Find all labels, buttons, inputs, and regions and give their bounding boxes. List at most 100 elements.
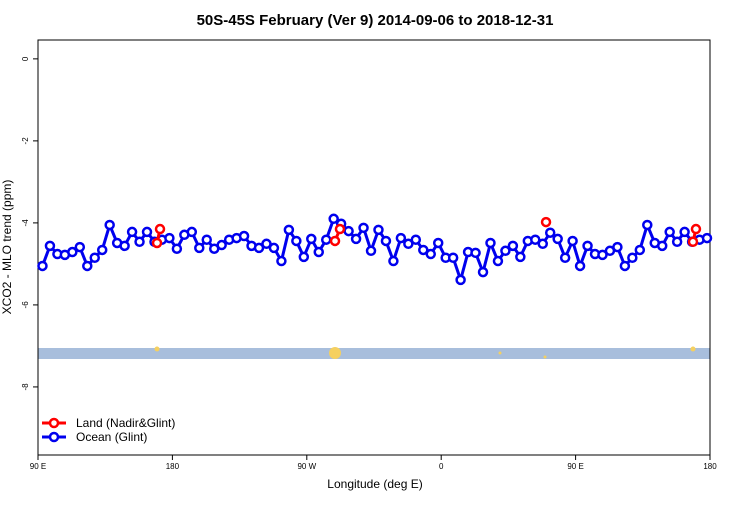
data-point <box>276 255 287 267</box>
data-point <box>612 241 623 253</box>
data-point <box>201 234 212 245</box>
x-tick-label: 90 E <box>30 462 46 471</box>
data-point <box>291 235 302 247</box>
data-point <box>642 219 653 231</box>
data-point <box>238 230 250 242</box>
data-point <box>328 213 339 225</box>
data-point <box>388 255 399 267</box>
data-point <box>365 245 377 257</box>
data-point <box>67 246 78 258</box>
data-point <box>477 266 489 278</box>
data-point <box>470 247 481 259</box>
data-point <box>261 238 272 250</box>
data-point <box>216 239 227 251</box>
data-point <box>515 251 526 263</box>
data-point <box>334 223 346 235</box>
y-tick-label: -6 <box>21 301 30 309</box>
data-point <box>141 226 153 238</box>
x-axis-label: Longitude (deg E) <box>327 477 422 491</box>
data-point <box>96 244 108 256</box>
data-point <box>455 274 466 286</box>
data-point <box>634 244 646 256</box>
data-point <box>559 252 571 264</box>
data-point <box>679 226 690 238</box>
data-point <box>343 225 354 237</box>
data-point <box>447 252 459 264</box>
data-point <box>410 234 422 245</box>
data-point <box>537 238 548 250</box>
data-point <box>403 238 414 250</box>
data-point <box>253 242 265 254</box>
y-tick-label: -8 <box>21 383 30 391</box>
chart-title: 50S-45S February (Ver 9) 2014-09-06 to 2… <box>197 12 554 29</box>
data-point <box>507 240 519 252</box>
data-point <box>194 242 205 254</box>
data-point <box>687 236 699 248</box>
x-tick-label: 180 <box>166 462 180 471</box>
data-point <box>358 222 369 234</box>
data-point <box>329 235 341 247</box>
data-point <box>154 223 166 235</box>
data-point <box>186 226 198 238</box>
data-point <box>432 237 444 249</box>
data-point <box>540 216 552 228</box>
y-tick-label: -4 <box>21 219 30 227</box>
y-axis-label: XCO2 - MLO trend (ppm) <box>0 180 14 315</box>
data-point <box>313 246 324 258</box>
legend-label: Land (Nadir&Glint) <box>76 416 175 430</box>
data-point <box>134 236 145 248</box>
coverage-spot <box>498 351 502 355</box>
data-point <box>164 232 175 244</box>
data-point <box>268 242 280 254</box>
x-tick-label: 90 W <box>297 462 316 471</box>
coverage-spot <box>543 355 547 359</box>
data-point <box>418 244 429 256</box>
data-point <box>283 224 295 236</box>
data-point <box>664 226 675 238</box>
data-point <box>320 234 332 245</box>
x-tick-label: 0 <box>439 462 444 471</box>
data-point <box>373 224 384 236</box>
x-tick-label: 180 <box>703 462 717 471</box>
plot-frame <box>37 39 711 456</box>
data-point <box>298 251 310 263</box>
data-point <box>485 237 496 249</box>
data-point <box>89 252 100 264</box>
data-point <box>690 223 702 235</box>
x-tick-label: 90 E <box>567 462 583 471</box>
data-point <box>306 233 317 245</box>
coverage-spot <box>329 347 341 359</box>
data-point <box>44 240 56 252</box>
data-point <box>492 255 504 267</box>
data-point <box>74 241 86 253</box>
data-point <box>544 227 556 238</box>
data-point <box>82 260 93 272</box>
data-point <box>37 260 48 272</box>
data-point <box>552 233 563 245</box>
data-point <box>425 248 436 260</box>
data-point <box>395 232 407 244</box>
coverage-spot <box>154 346 160 352</box>
data-point <box>627 252 638 264</box>
data-point <box>119 240 130 252</box>
coverage-spots <box>154 346 696 359</box>
data-point <box>671 236 683 248</box>
data-point <box>380 235 392 247</box>
data-point <box>574 260 586 272</box>
data-point <box>530 234 541 245</box>
data-point <box>597 249 608 261</box>
data-point <box>350 233 362 245</box>
legend-label: Ocean (Glint) <box>76 430 147 444</box>
data-point <box>171 243 183 254</box>
data-point <box>656 240 668 252</box>
coverage-spot <box>690 346 696 352</box>
y-tick-label: -2 <box>21 137 30 145</box>
legend-marker <box>48 417 60 429</box>
data-point <box>619 260 631 272</box>
legend-marker <box>48 431 60 443</box>
data-point <box>151 237 163 249</box>
data-point <box>126 226 138 238</box>
data-point <box>567 235 578 247</box>
y-tick-label: 0 <box>21 56 30 61</box>
